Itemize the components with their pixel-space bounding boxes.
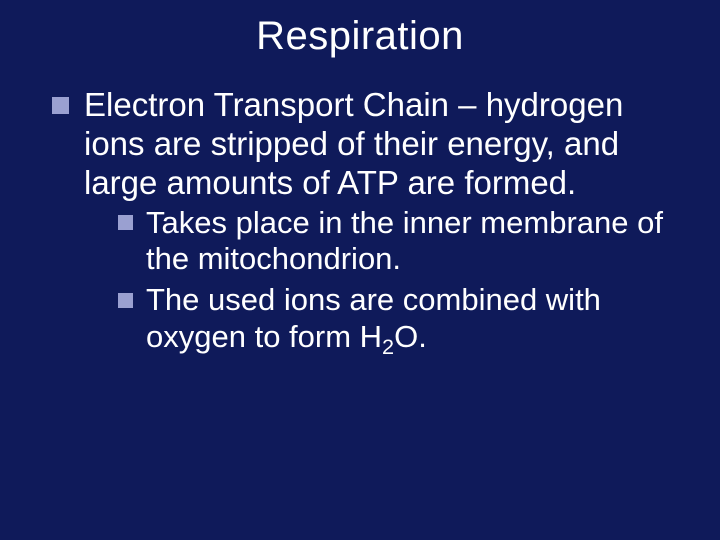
bullet-level2: Takes place in the inner membrane of the… xyxy=(118,205,680,278)
bullet-text: Takes place in the inner membrane of the… xyxy=(146,205,663,277)
square-bullet-icon xyxy=(52,97,69,114)
square-bullet-icon xyxy=(118,293,133,308)
bullet-text: Electron Transport Chain – hydrogen ions… xyxy=(84,86,623,201)
bullet-text: The used ions are combined with oxygen t… xyxy=(146,282,601,354)
square-bullet-icon xyxy=(118,215,133,230)
slide: Respiration Electron Transport Chain – h… xyxy=(0,0,720,540)
slide-title: Respiration xyxy=(0,0,720,59)
slide-body: Electron Transport Chain – hydrogen ions… xyxy=(52,86,680,361)
sub-bullet-group: Takes place in the inner membrane of the… xyxy=(84,205,680,355)
bullet-level2: The used ions are combined with oxygen t… xyxy=(118,282,680,355)
bullet-level1: Electron Transport Chain – hydrogen ions… xyxy=(52,86,680,355)
